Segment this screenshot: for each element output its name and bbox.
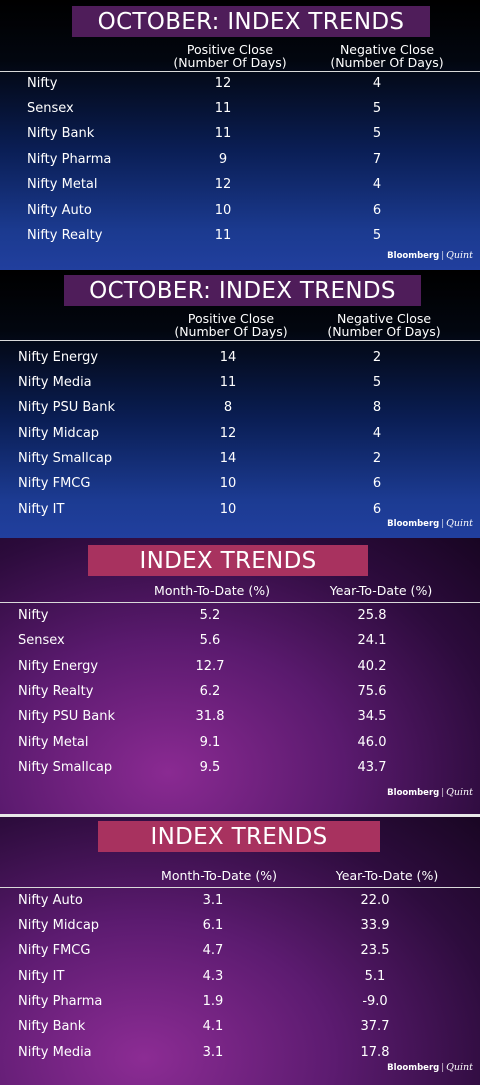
- table-row: Nifty Auto 10 6: [27, 203, 382, 218]
- table-row: Nifty Media 11 5: [18, 375, 382, 390]
- panel-title: OCTOBER: INDEX TRENDS: [64, 275, 421, 306]
- table-row: Nifty Midcap 6.1 33.9: [18, 918, 390, 933]
- column-header-mtd: Month-To-Date (%): [154, 583, 270, 598]
- column-header-ytd: Year-To-Date (%): [329, 583, 433, 598]
- table-row: Nifty Realty 6.2 75.6: [18, 684, 387, 699]
- table-row: Sensex 5.6 24.1: [18, 633, 387, 648]
- table-row: Nifty Midcap 12 4: [18, 426, 382, 441]
- table-row: Nifty PSU Bank 31.8 34.5: [18, 709, 387, 724]
- table-row: Nifty IT 10 6: [18, 502, 382, 517]
- table-row: Sensex 11 5: [27, 101, 382, 116]
- table-row: Nifty Bank 11 5: [27, 126, 382, 141]
- header-rule: [0, 71, 480, 72]
- header-rule: [0, 602, 480, 603]
- panel-index-trends-2: INDEX TRENDS Month-To-Date (%) Year-To-D…: [0, 817, 480, 1085]
- table-row: Nifty Realty 11 5: [27, 228, 382, 243]
- table-row: Nifty PSU Bank 8 8: [18, 400, 382, 415]
- brand-logo: Bloomberg | Quint: [387, 250, 473, 261]
- panel-october-trends-1: OCTOBER: INDEX TRENDS Positive Close (Num…: [0, 0, 480, 270]
- panel-divider: [0, 814, 480, 817]
- table-row: Nifty 5.2 25.8: [18, 608, 387, 623]
- column-header-negative: Negative Close (Number Of Days): [330, 42, 444, 70]
- table-row: Nifty Energy 14 2: [18, 350, 382, 365]
- panel-title: INDEX TRENDS: [88, 545, 368, 576]
- table-row: Nifty FMCG 10 6: [18, 476, 382, 491]
- column-header-mtd: Month-To-Date (%): [161, 868, 277, 883]
- table-row: Nifty Auto 3.1 22.0: [18, 893, 390, 908]
- table-row: Nifty Bank 4.1 37.7: [18, 1019, 390, 1034]
- header-rule: [0, 340, 480, 341]
- table-row: Nifty Pharma 9 7: [27, 152, 382, 167]
- table-row: Nifty IT 4.3 5.1: [18, 969, 386, 984]
- table-row: Nifty Energy 12.7 40.2: [18, 659, 387, 674]
- panel-title: INDEX TRENDS: [98, 821, 380, 852]
- column-header-positive: Positive Close (Number Of Days): [174, 311, 288, 339]
- brand-logo: Bloomberg | Quint: [387, 787, 473, 798]
- table-row: Nifty FMCG 4.7 23.5: [18, 943, 390, 958]
- table-row: Nifty Metal 12 4: [27, 177, 382, 192]
- panel-october-trends-2: OCTOBER: INDEX TRENDS Positive Close (Num…: [0, 270, 480, 538]
- brand-logo: Bloomberg | Quint: [387, 1062, 473, 1073]
- column-header-ytd: Year-To-Date (%): [335, 868, 439, 883]
- table-row: Nifty Media 3.1 17.8: [18, 1045, 390, 1060]
- table-row: Nifty Smallcap 9.5 43.7: [18, 760, 387, 775]
- header-rule: [0, 887, 480, 888]
- brand-logo: Bloomberg | Quint: [387, 518, 473, 529]
- table-row: Nifty Pharma 1.9 -9.0: [18, 994, 388, 1009]
- table-row: Nifty Metal 9.1 46.0: [18, 735, 387, 750]
- column-header-positive: Positive Close (Number Of Days): [173, 42, 287, 70]
- panel-title: OCTOBER: INDEX TRENDS: [72, 6, 430, 37]
- column-header-negative: Negative Close (Number Of Days): [327, 311, 441, 339]
- table-row: Nifty Smallcap 14 2: [18, 451, 382, 466]
- panel-index-trends-1: INDEX TRENDS Month-To-Date (%) Year-To-D…: [0, 538, 480, 814]
- table-row: Nifty 12 4: [27, 76, 382, 91]
